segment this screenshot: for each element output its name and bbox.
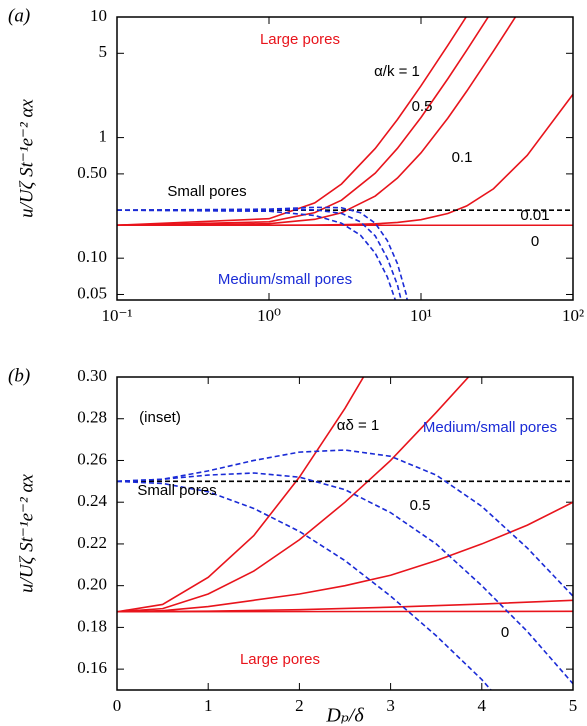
x-tick-label: 0 bbox=[113, 696, 122, 715]
curve bbox=[117, 17, 468, 226]
y-tick-label: 0.10 bbox=[77, 247, 107, 266]
y-axis-label: u/Uζ St⁻¹e⁻² αx bbox=[16, 474, 37, 593]
x-tick-label: 4 bbox=[478, 696, 487, 715]
dashed-curve bbox=[117, 206, 408, 300]
curve bbox=[117, 17, 517, 227]
x-tick-label: 1 bbox=[204, 696, 213, 715]
y-axis-label: u/Uζ St⁻¹e⁻² αx bbox=[16, 99, 37, 218]
annotation: (inset) bbox=[139, 409, 181, 426]
annotation: 0.5 bbox=[410, 497, 431, 514]
annotation: Medium/small pores bbox=[423, 419, 557, 436]
annotation: Medium/small pores bbox=[218, 271, 352, 288]
annotation: 0.1 bbox=[452, 149, 473, 166]
panel-label: (b) bbox=[8, 365, 30, 386]
dashed-curve bbox=[117, 472, 573, 685]
annotation: α/k = 1 bbox=[374, 63, 420, 80]
series-group bbox=[117, 377, 573, 690]
x-tick-label: 10² bbox=[562, 306, 584, 325]
y-tick-label: 0.05 bbox=[77, 283, 107, 302]
y-tick-label: 5 bbox=[99, 42, 108, 61]
panel: 0 1 2 3 4 5 0.16 0.18 0.20 0.22 0.24 0.26 0.28 0.30 (b… bbox=[8, 365, 578, 726]
y-tick-label: 0.22 bbox=[77, 533, 107, 552]
y-tick-label: 10 bbox=[90, 6, 107, 25]
y-tick-label: 0.16 bbox=[77, 658, 107, 677]
annotation: 0.5 bbox=[412, 98, 433, 115]
x-tick-label: 10¹ bbox=[410, 306, 432, 325]
x-tick-label: 5 bbox=[569, 696, 578, 715]
panel-label: (a) bbox=[8, 5, 30, 26]
y-tick-label: 1 bbox=[99, 126, 108, 145]
x-tick-label: 2 bbox=[295, 696, 304, 715]
y-tick-label: 0.50 bbox=[77, 163, 107, 182]
dashed-curve bbox=[117, 208, 402, 300]
annotation: Small pores bbox=[167, 183, 246, 200]
x-tick-label: 3 bbox=[386, 696, 395, 715]
plot-frame bbox=[116, 16, 574, 301]
y-tick-label: 0.20 bbox=[77, 575, 107, 594]
annotation: 0 bbox=[531, 233, 539, 250]
dashed-curve bbox=[117, 480, 492, 690]
y-tick-label: 0.18 bbox=[77, 616, 107, 635]
annotation: Large pores bbox=[240, 651, 320, 668]
y-tick-label: 0.28 bbox=[77, 408, 107, 427]
y-tick-label: 0.30 bbox=[77, 366, 107, 385]
annotation: 0 bbox=[501, 624, 509, 641]
annotation: αδ = 1 bbox=[337, 417, 379, 434]
curve bbox=[117, 377, 470, 613]
dashed-curve bbox=[117, 449, 573, 597]
y-tick-label: 0.26 bbox=[77, 449, 107, 468]
series-group bbox=[117, 17, 573, 300]
curve bbox=[117, 93, 573, 227]
x-tick-label: 10⁰ bbox=[257, 306, 281, 325]
dashed-curve bbox=[117, 209, 397, 300]
x-tick-label: 10⁻¹ bbox=[101, 306, 132, 325]
annotation: Small pores bbox=[137, 482, 216, 499]
annotation: 0.01 bbox=[520, 207, 549, 224]
y-tick-label: 0.24 bbox=[77, 491, 107, 510]
curve bbox=[117, 377, 365, 613]
curve bbox=[117, 17, 490, 227]
plot-frame bbox=[116, 376, 574, 691]
curve bbox=[117, 501, 573, 613]
annotation: Large pores bbox=[260, 31, 340, 48]
x-axis-label: Dₚ/δ bbox=[325, 705, 364, 726]
